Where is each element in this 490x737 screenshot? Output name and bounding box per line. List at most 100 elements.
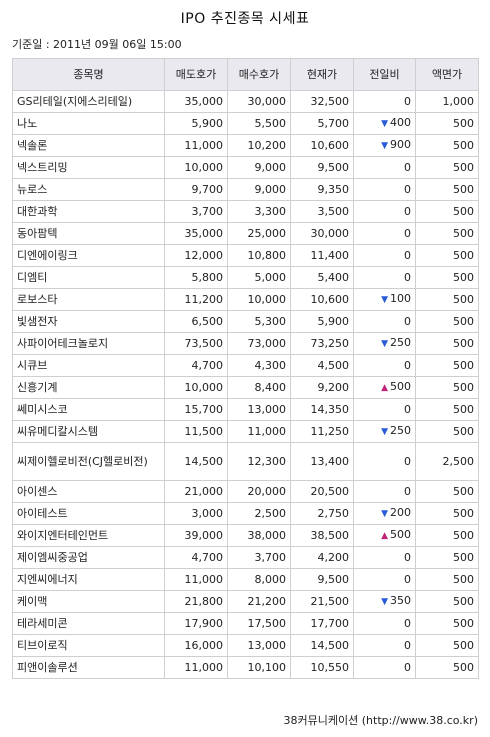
ask-price: 10,000: [164, 376, 228, 399]
change-cell: 0: [353, 398, 416, 421]
change-value: 900: [390, 138, 411, 151]
bid-price: 38,000: [227, 524, 291, 547]
bid-price: 3,300: [227, 200, 291, 223]
par-value: 2,500: [415, 442, 479, 481]
stock-name: 넥스트리밍: [12, 156, 165, 179]
ask-price: 35,000: [164, 222, 228, 245]
current-price: 10,550: [290, 656, 354, 679]
table-row: 빛샘전자 6,500 5,300 5,900 0 500: [12, 310, 479, 333]
table-row: 아이센스 21,000 20,000 20,500 0 500: [12, 480, 479, 503]
change-value: 0: [404, 573, 411, 586]
change-cell: 0: [353, 156, 416, 179]
bid-price: 3,700: [227, 546, 291, 569]
header-change: 전일비: [353, 58, 416, 91]
stock-name: 와이지엔터테인먼트: [12, 524, 165, 547]
change-cell: 0: [353, 266, 416, 289]
bid-price: 8,000: [227, 568, 291, 591]
ask-price: 21,000: [164, 480, 228, 503]
par-value: 500: [415, 222, 479, 245]
bid-price: 10,000: [227, 288, 291, 311]
current-price: 14,350: [290, 398, 354, 421]
stock-name: 빛샘전자: [12, 310, 165, 333]
par-value: 500: [415, 200, 479, 223]
par-value: 500: [415, 156, 479, 179]
change-value: 0: [404, 639, 411, 652]
change-value: 0: [404, 315, 411, 328]
current-price: 9,500: [290, 568, 354, 591]
change-value: 0: [404, 359, 411, 372]
ask-price: 9,700: [164, 178, 228, 201]
change-value: 0: [404, 183, 411, 196]
ask-price: 6,500: [164, 310, 228, 333]
bid-price: 73,000: [227, 332, 291, 355]
bid-price: 21,200: [227, 590, 291, 613]
current-price: 17,700: [290, 612, 354, 635]
change-cell: 0: [353, 546, 416, 569]
table-row: 쎄미시스코 15,700 13,000 14,350 0 500: [12, 398, 479, 421]
bid-price: 8,400: [227, 376, 291, 399]
current-price: 10,600: [290, 288, 354, 311]
bid-price: 20,000: [227, 480, 291, 503]
bid-price: 9,000: [227, 178, 291, 201]
bid-price: 5,500: [227, 112, 291, 135]
bid-price: 30,000: [227, 90, 291, 113]
stock-name: 디엠티: [12, 266, 165, 289]
par-value: 500: [415, 568, 479, 591]
par-value: 500: [415, 134, 479, 157]
current-price: 38,500: [290, 524, 354, 547]
table-row: 케이맥 21,800 21,200 21,500 ▼ 350 500: [12, 590, 479, 613]
stock-name: 피앤이솔루션: [12, 656, 165, 679]
baseline-date: 기준일 : 2011년 09월 06일 15:00: [12, 38, 182, 51]
ask-price: 17,900: [164, 612, 228, 635]
change-value: 0: [404, 227, 411, 240]
change-value: 0: [404, 485, 411, 498]
par-value: 500: [415, 502, 479, 525]
bid-price: 4,300: [227, 354, 291, 377]
par-value: 500: [415, 288, 479, 311]
stock-name: 뉴로스: [12, 178, 165, 201]
table-row: 지엔씨에너지 11,000 8,000 9,500 0 500: [12, 568, 479, 591]
bid-price: 10,200: [227, 134, 291, 157]
change-cell: ▲ 500: [353, 376, 416, 399]
change-cell: 0: [353, 480, 416, 503]
par-value: 500: [415, 332, 479, 355]
current-price: 9,500: [290, 156, 354, 179]
current-price: 3,500: [290, 200, 354, 223]
ask-price: 11,500: [164, 420, 228, 443]
down-arrow-icon: ▼: [381, 427, 388, 437]
stock-name: GS리테일(지에스리테일): [12, 90, 165, 113]
change-cell: ▼ 200: [353, 502, 416, 525]
ask-price: 10,000: [164, 156, 228, 179]
table-row: 동아팜텍 35,000 25,000 30,000 0 500: [12, 222, 479, 245]
ask-price: 3,700: [164, 200, 228, 223]
par-value: 500: [415, 656, 479, 679]
current-price: 9,200: [290, 376, 354, 399]
change-cell: ▼ 400: [353, 112, 416, 135]
bid-price: 5,300: [227, 310, 291, 333]
table-body: GS리테일(지에스리테일) 35,000 30,000 32,500 0 1,000 나노 5…: [12, 90, 479, 679]
up-arrow-icon: ▲: [381, 383, 388, 393]
par-value: 500: [415, 376, 479, 399]
table-row: 씨제이헬로비전(CJ헬로비전) 14,500 12,300 13,400 0 2,500: [12, 442, 479, 481]
current-price: 21,500: [290, 590, 354, 613]
change-cell: 0: [353, 634, 416, 657]
par-value: 500: [415, 112, 479, 135]
quote-table: 종목명 매도호가 매수호가 현재가 전일비 액면가 GS리테일(지에스리테일) 3…: [12, 58, 479, 679]
stock-name: 씨유메디칼시스템: [12, 420, 165, 443]
change-value: 0: [404, 271, 411, 284]
bid-price: 9,000: [227, 156, 291, 179]
stock-name: 지엔씨에너지: [12, 568, 165, 591]
table-row: 씨유메디칼시스템 11,500 11,000 11,250 ▼ 250 500: [12, 420, 479, 443]
stock-name: 테라세미콘: [12, 612, 165, 635]
par-value: 500: [415, 244, 479, 267]
ask-price: 5,800: [164, 266, 228, 289]
bid-price: 5,000: [227, 266, 291, 289]
current-price: 73,250: [290, 332, 354, 355]
stock-name: 케이맥: [12, 590, 165, 613]
source-footer: 38커뮤니케이션 (http://www.38.co.kr): [283, 714, 478, 727]
stock-name: 아이센스: [12, 480, 165, 503]
table-row: 디엔에이링크 12,000 10,800 11,400 0 500: [12, 244, 479, 267]
table-row: 아이테스트 3,000 2,500 2,750 ▼ 200 500: [12, 502, 479, 525]
current-price: 30,000: [290, 222, 354, 245]
stock-name: 아이테스트: [12, 502, 165, 525]
